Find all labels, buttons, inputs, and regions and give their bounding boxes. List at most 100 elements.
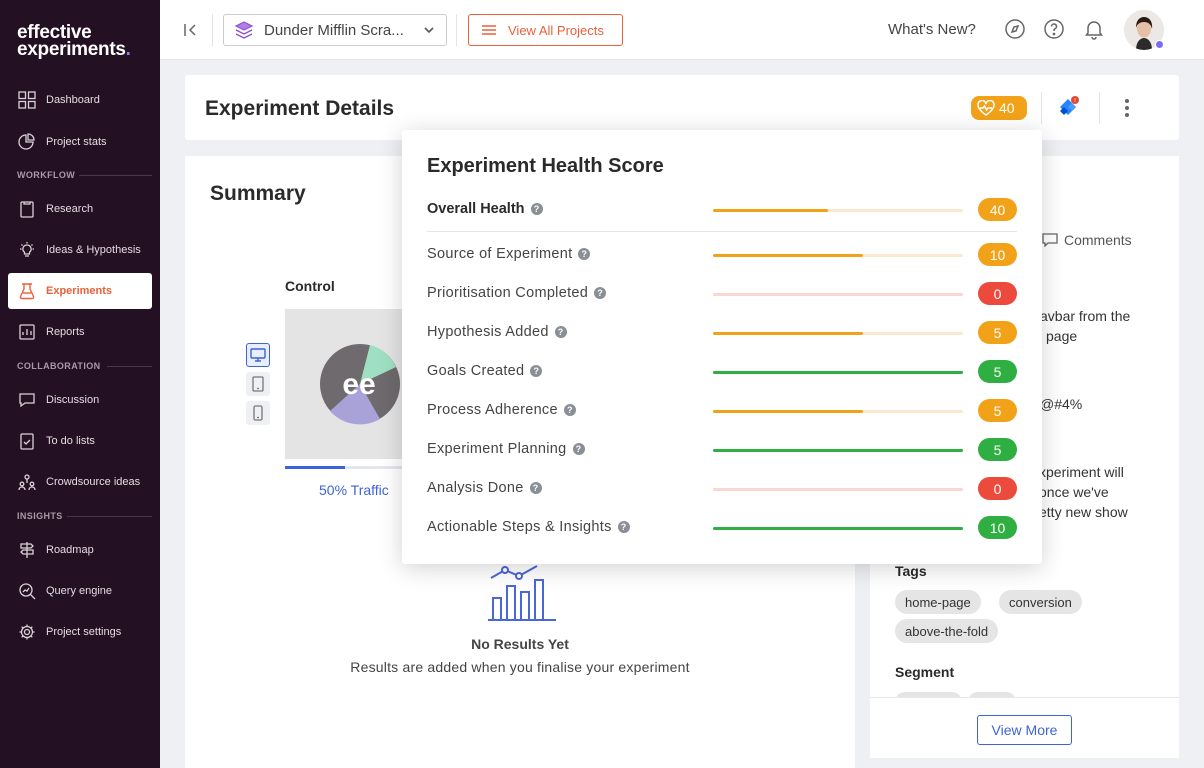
tab-comments[interactable]: Comments	[1042, 232, 1132, 248]
section-collaboration: COLLABORATION	[17, 361, 152, 371]
sidebar-item-dashboard[interactable]: Dashboard	[8, 82, 152, 118]
health-row-label-wrap: Prioritisation Completed?	[427, 285, 607, 301]
project-selector[interactable]: Dunder Mifflin Scra...	[223, 14, 447, 46]
sidebar-item-todo[interactable]: To do lists	[8, 423, 152, 459]
health-row-label: Actionable Steps & Insights	[427, 519, 612, 535]
bell-icon[interactable]	[1083, 18, 1105, 40]
desktop-view-button[interactable]	[246, 343, 270, 367]
checklist-icon	[17, 431, 37, 451]
sidebar-item-label: Crowdsource ideas	[46, 476, 141, 488]
sidebar-item-discussion[interactable]: Discussion	[8, 382, 152, 418]
help-icon[interactable]: ?	[529, 482, 542, 494]
health-row: Goals Created? 5	[427, 360, 1017, 384]
help-icon[interactable]: ?	[594, 287, 607, 299]
health-bar-track	[713, 410, 963, 413]
more-options-icon[interactable]	[1121, 96, 1133, 120]
overall-health-label-wrap: Overall Health?	[427, 201, 543, 217]
status-dot	[1155, 40, 1164, 49]
help-icon[interactable]	[1043, 18, 1065, 40]
no-results-subtitle: Results are added when you finalise your…	[350, 659, 690, 675]
logo-dot: .	[125, 39, 131, 60]
health-row-label: Process Adherence	[427, 402, 558, 418]
menu-icon	[482, 25, 496, 35]
help-icon[interactable]: ?	[578, 248, 591, 260]
compass-icon[interactable]	[1004, 18, 1026, 40]
traffic-label: 50% Traffic	[319, 482, 389, 498]
sidebar-item-experiments[interactable]: Experiments	[8, 273, 152, 309]
tab-comments-label: Comments	[1064, 232, 1132, 248]
sidebar-item-project-settings[interactable]: Project settings	[8, 614, 152, 650]
sidebar-item-ideas[interactable]: Ideas & Hypothesis	[8, 232, 152, 268]
health-row: Source of Experiment? 10	[427, 243, 1017, 267]
health-row-label: Experiment Planning	[427, 441, 567, 457]
health-bar-track	[713, 209, 963, 212]
health-row: Hypothesis Added? 5	[427, 321, 1017, 345]
sidebar-item-research[interactable]: Research	[8, 191, 152, 227]
jira-icon[interactable]: !	[1054, 95, 1082, 123]
description-text: avbar from the page	[1040, 306, 1130, 346]
layers-icon	[234, 21, 254, 39]
signpost-icon	[17, 540, 37, 560]
health-row-label: Source of Experiment	[427, 246, 573, 262]
variant-preview-image[interactable]: ee	[285, 309, 405, 459]
health-row: Analysis Done? 0	[427, 477, 1017, 501]
mobile-view-button[interactable]	[246, 401, 270, 425]
tag-chip[interactable]: conversion	[999, 590, 1082, 614]
help-icon[interactable]: ?	[617, 521, 630, 533]
health-bar-fill	[713, 410, 863, 413]
divider	[1099, 92, 1100, 124]
help-icon[interactable]: ?	[563, 404, 576, 416]
help-icon[interactable]: ?	[554, 326, 567, 338]
health-row-label-wrap: Experiment Planning?	[427, 441, 585, 457]
sidebar-item-query-engine[interactable]: Query engine	[8, 573, 152, 609]
sidebar-item-label: Query engine	[46, 585, 113, 597]
health-score-pill: 10	[978, 243, 1017, 266]
sidebar-item-label: To do lists	[46, 435, 95, 447]
health-bar-track	[713, 371, 963, 374]
help-icon[interactable]: ?	[572, 443, 585, 455]
bar-chart-icon	[488, 565, 556, 621]
tag-chip[interactable]: above-the-fold	[895, 619, 999, 643]
sidebar-item-label: Roadmap	[46, 544, 94, 556]
preview-logo-text: ee	[342, 368, 375, 401]
health-row-label: Prioritisation Completed	[427, 285, 589, 301]
pie-chart-icon	[17, 132, 37, 152]
tablet-icon	[252, 376, 264, 392]
health-bar-track	[713, 527, 963, 530]
app-logo[interactable]: effective experiments.	[17, 22, 131, 60]
health-row: Process Adherence? 5	[427, 399, 1017, 423]
health-row-label-wrap: Process Adherence?	[427, 402, 576, 418]
sidebar-item-crowdsource[interactable]: Crowdsource ideas	[8, 464, 152, 500]
view-all-projects-button[interactable]: View All Projects	[468, 14, 623, 46]
logo-line-1: effective	[17, 22, 92, 43]
health-row-label-wrap: Goals Created?	[427, 363, 543, 379]
view-more-button[interactable]: View More	[977, 715, 1072, 745]
health-row-label: Hypothesis Added	[427, 324, 549, 340]
report-icon	[17, 322, 37, 342]
sidebar-item-label: Ideas & Hypothesis	[46, 244, 141, 256]
health-bar-fill	[713, 527, 963, 530]
description-line: page	[1046, 328, 1078, 344]
collapse-sidebar-icon[interactable]	[180, 20, 200, 40]
description-text: @#4%	[1040, 396, 1083, 412]
health-score-pill: 10	[978, 516, 1017, 539]
help-icon[interactable]: ?	[530, 203, 543, 215]
divider	[456, 14, 457, 46]
whats-new-link[interactable]: What's New?	[888, 21, 976, 38]
help-icon[interactable]: ?	[530, 365, 543, 377]
health-bar-track	[713, 488, 963, 491]
section-workflow: WORKFLOW	[17, 170, 153, 180]
logo-word: experiments	[17, 39, 126, 60]
health-bar-fill	[713, 449, 963, 452]
health-score-badge[interactable]: 40	[971, 96, 1027, 120]
summary-title: Summary	[210, 182, 306, 205]
sidebar-item-reports[interactable]: Reports	[8, 314, 152, 350]
experiment-details-header: Experiment Details 40 !	[185, 75, 1179, 140]
tablet-view-button[interactable]	[246, 372, 270, 396]
sidebar-item-project-stats[interactable]: Project stats	[8, 124, 152, 160]
topbar: Dunder Mifflin Scra... View All Projects…	[160, 0, 1204, 60]
overall-health-label: Overall Health	[427, 201, 525, 217]
tag-chip[interactable]: home-page	[895, 590, 981, 614]
divider	[212, 14, 213, 46]
sidebar-item-roadmap[interactable]: Roadmap	[8, 532, 152, 568]
